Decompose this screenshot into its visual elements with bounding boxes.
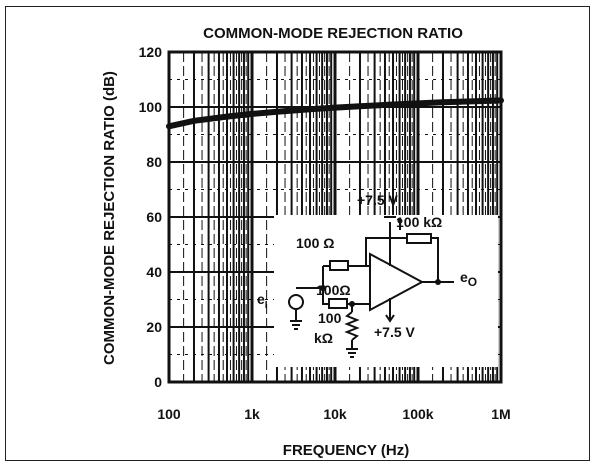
feedback-resistor-label: 100 kΩ [396,214,442,230]
supply-bottom-arrow [385,314,395,323]
feedback-resistor [406,233,432,244]
noninv-node [349,301,355,307]
cmrr-curve [166,97,504,130]
output-voltage-label: eO [460,269,477,289]
noninv-resistor [328,298,348,309]
y-tick-label: 100 [139,99,163,115]
ground-resistor-value: 100 [318,310,342,326]
input-node [320,285,326,291]
y-tick-label: 120 [139,44,163,60]
x-tick-label: 1k [244,406,260,422]
feedback-node [397,218,403,224]
input-resistor [329,260,349,271]
input-voltage-label: eI [257,291,268,311]
op-amp-symbol [369,252,425,312]
source-ground-icon [290,320,302,330]
supply-bottom-label: +7.5 V [374,324,416,340]
x-tick-label: 100k [402,406,433,422]
inset-circuit: +7.5 V 100 kΩ 100 Ω 100Ω 100 kΩ +7.5 V e… [257,192,498,367]
y-tick-label: 0 [154,374,162,390]
resistor-ground-icon [346,348,358,358]
figure-frame: COMMON-MODE REJECTION RATIO COMMON-MODE … [5,6,590,461]
cmrr-chart: COMMON-MODE REJECTION RATIO COMMON-MODE … [101,25,511,459]
y-tick-label: 40 [146,264,162,280]
tick-labels: 100 1k 10k 100k 1M 0 20 40 60 80 100 120 [139,44,511,422]
x-tick-label: 100 [157,406,181,422]
y-tick-label: 80 [146,154,162,170]
chart-title: COMMON-MODE REJECTION RATIO [203,25,463,42]
ground-resistor [344,311,360,341]
y-tick-label: 20 [146,319,162,335]
inset-background [274,215,498,367]
feedback-wire-left [365,237,407,267]
x-axis-label: FREQUENCY (Hz) [283,442,409,459]
y-axis-label: COMMON-MODE REJECTION RATIO (dB) [101,71,118,365]
y-tick-label: 60 [146,209,162,225]
supply-top-label: +7.5 V [357,192,399,208]
output-node [435,279,441,285]
ground-resistor-unit: kΩ [314,330,333,346]
input-resistor-label: 100 Ω [296,235,334,251]
feedback-wire-right [431,237,439,282]
x-tick-label: 10k [323,406,347,422]
x-tick-label: 1M [491,406,510,422]
plot-border [167,50,503,384]
